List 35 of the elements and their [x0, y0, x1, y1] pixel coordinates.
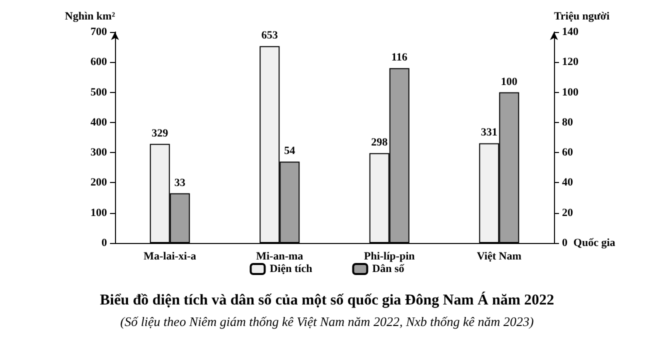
y2-axis-title: Triệu người: [554, 10, 610, 22]
data-label: 54: [284, 145, 296, 158]
data-label: 33: [174, 176, 186, 189]
legend-label: Diện tích: [270, 263, 312, 275]
y-tick-label: 300: [90, 146, 108, 159]
y-tick-label: 600: [90, 56, 108, 68]
legend-label: Dân số: [372, 263, 405, 275]
y2-tick-label: 20: [562, 206, 574, 219]
y2-tick-label: 80: [562, 116, 574, 128]
y2-tick-label: 120: [562, 56, 579, 68]
y2-tick-label: 60: [562, 146, 574, 159]
y-tick-label: 400: [90, 116, 108, 128]
x-tick-label: Việt Nam: [476, 250, 522, 262]
y-tick-label: 0: [102, 237, 108, 249]
x-tick-label: Ma-lai-xi-a: [144, 250, 197, 262]
text: Biểu đồ diện tích và dân số của một số quốc gia Đông Nam Á năm 2022: [100, 292, 554, 308]
y-tick-label: 500: [90, 86, 108, 98]
y2-tick-label: 140: [562, 26, 579, 38]
x-tick-label: Mi-an-ma: [256, 250, 304, 262]
data-label: 653: [261, 30, 278, 42]
y2-tick-label: 40: [562, 176, 574, 189]
x-tick-label: Phi-líp-pin: [364, 250, 415, 262]
y-tick-label: 200: [90, 176, 108, 189]
y-axis-title: Nghìn km²: [64, 10, 116, 22]
y-tick-label: 100: [90, 206, 108, 219]
text: (Số liệu theo Niêm giám thống kê Việt Nam năm 2022, Nxb thống kê năm 2023): [120, 314, 534, 329]
data-label: 298: [371, 136, 388, 149]
y2-tick-label: 100: [562, 86, 579, 98]
y2-tick-label: 0: [562, 237, 568, 249]
y-tick-label: 700: [90, 26, 108, 38]
x-axis-title: Quốc gia: [573, 237, 616, 249]
data-label: 116: [391, 52, 408, 64]
data-label: 331: [480, 126, 498, 139]
data-label: 329: [152, 127, 169, 140]
data-label: 100: [500, 76, 518, 88]
